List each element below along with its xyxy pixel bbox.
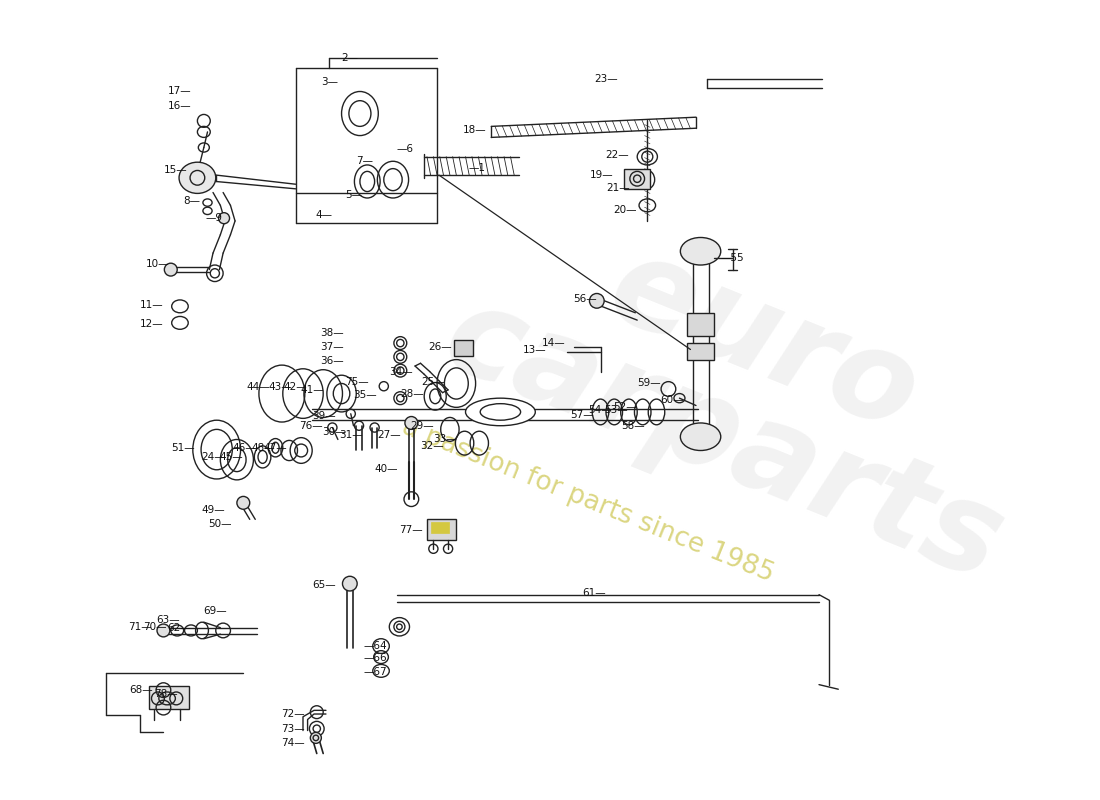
- Text: 59—: 59—: [638, 378, 661, 389]
- Text: 10—: 10—: [145, 259, 169, 269]
- Text: 49—: 49—: [201, 505, 225, 515]
- Text: 36—: 36—: [320, 357, 343, 366]
- Circle shape: [342, 576, 358, 591]
- Text: 51—: 51—: [170, 442, 195, 453]
- Text: 70—: 70—: [144, 622, 167, 632]
- Text: 38—: 38—: [320, 328, 343, 338]
- Text: 11—: 11—: [140, 301, 164, 310]
- Text: 14—: 14—: [542, 338, 565, 348]
- Text: 47—: 47—: [264, 442, 287, 453]
- Text: 45—: 45—: [220, 452, 243, 462]
- Circle shape: [157, 624, 169, 637]
- Text: 73—: 73—: [282, 724, 305, 734]
- Bar: [430, 522, 449, 533]
- Bar: [454, 340, 473, 356]
- Bar: [148, 686, 189, 709]
- Bar: [686, 313, 714, 336]
- Text: 44—: 44—: [246, 382, 270, 392]
- Text: 28—: 28—: [400, 390, 425, 399]
- Bar: [427, 519, 456, 539]
- Text: 50—: 50—: [208, 519, 231, 529]
- Text: 65—: 65—: [312, 581, 337, 590]
- Text: 18—: 18—: [463, 125, 486, 135]
- Text: a passion for parts since 1985: a passion for parts since 1985: [398, 414, 778, 588]
- Text: —6: —6: [397, 144, 414, 154]
- Ellipse shape: [465, 398, 536, 426]
- Text: 8—: 8—: [184, 196, 200, 206]
- Circle shape: [236, 497, 250, 510]
- Text: 40—: 40—: [374, 464, 397, 474]
- Text: 3—: 3—: [321, 78, 338, 87]
- Text: 20—: 20—: [614, 205, 637, 215]
- Text: 62—: 62—: [167, 622, 191, 633]
- Bar: [625, 169, 650, 189]
- Text: 54—: 54—: [587, 405, 612, 415]
- Text: 25—: 25—: [421, 377, 444, 386]
- Text: 4—: 4—: [316, 210, 332, 219]
- Ellipse shape: [179, 162, 216, 194]
- Text: 19—: 19—: [590, 170, 614, 180]
- Text: —66: —66: [364, 653, 387, 663]
- Text: 42—: 42—: [283, 382, 307, 392]
- Text: euro
carparts: euro carparts: [428, 174, 1059, 607]
- Text: 41—: 41—: [300, 385, 324, 395]
- Text: 26—: 26—: [428, 342, 452, 352]
- Text: 58—: 58—: [620, 421, 645, 430]
- Text: 56—: 56—: [573, 294, 597, 304]
- Text: 48—: 48—: [252, 442, 275, 453]
- Text: 23—: 23—: [594, 74, 618, 84]
- Text: 30—: 30—: [321, 427, 345, 437]
- Text: 34—: 34—: [389, 367, 414, 378]
- Text: 69—: 69—: [204, 606, 227, 616]
- Text: 24—: 24—: [201, 452, 225, 462]
- Text: 60—: 60—: [660, 395, 684, 405]
- Text: 77—: 77—: [398, 526, 422, 535]
- Text: 63—: 63—: [156, 615, 180, 626]
- Text: 37—: 37—: [320, 342, 343, 352]
- Text: 71—: 71—: [128, 622, 152, 632]
- Text: 74—: 74—: [282, 738, 305, 748]
- Text: 7—: 7—: [355, 156, 373, 166]
- Ellipse shape: [681, 423, 720, 450]
- Text: 27—: 27—: [377, 430, 402, 440]
- Ellipse shape: [681, 238, 720, 265]
- Text: 12—: 12—: [140, 318, 164, 329]
- Text: 13—: 13—: [522, 345, 547, 354]
- Text: 78—: 78—: [154, 689, 178, 699]
- Text: 43—: 43—: [268, 382, 292, 392]
- Text: 72—: 72—: [282, 709, 305, 719]
- Text: 53—: 53—: [604, 405, 628, 415]
- Circle shape: [590, 294, 604, 308]
- Text: 61—: 61—: [582, 588, 606, 598]
- Text: —64: —64: [364, 641, 387, 651]
- Circle shape: [310, 732, 321, 743]
- Text: 52—: 52—: [614, 402, 637, 412]
- Text: 68—: 68—: [129, 685, 153, 695]
- Text: 31—: 31—: [339, 430, 363, 440]
- Circle shape: [164, 263, 177, 276]
- Circle shape: [405, 417, 418, 430]
- Circle shape: [219, 213, 230, 224]
- Text: —55: —55: [720, 253, 745, 262]
- Text: 16—: 16—: [168, 101, 191, 111]
- Text: 15—: 15—: [164, 166, 187, 175]
- Text: 46—: 46—: [232, 442, 256, 453]
- Text: —67: —67: [364, 666, 387, 677]
- Text: 35—: 35—: [353, 390, 376, 401]
- Text: 17—: 17—: [168, 86, 191, 95]
- Text: 29—: 29—: [410, 421, 435, 430]
- Text: —1: —1: [469, 162, 485, 173]
- Text: 32—: 32—: [420, 441, 443, 451]
- Text: —9: —9: [206, 214, 222, 223]
- Text: 33—: 33—: [433, 434, 458, 445]
- Text: 39—: 39—: [312, 410, 337, 421]
- Text: 22—: 22—: [605, 150, 629, 160]
- Bar: [686, 343, 714, 360]
- Text: 21—: 21—: [606, 183, 630, 193]
- Text: 57—: 57—: [571, 410, 594, 420]
- Text: 75—: 75—: [345, 377, 370, 386]
- Text: 2—: 2—: [341, 53, 359, 62]
- Text: 76—: 76—: [299, 421, 323, 430]
- Text: 5—: 5—: [345, 190, 363, 200]
